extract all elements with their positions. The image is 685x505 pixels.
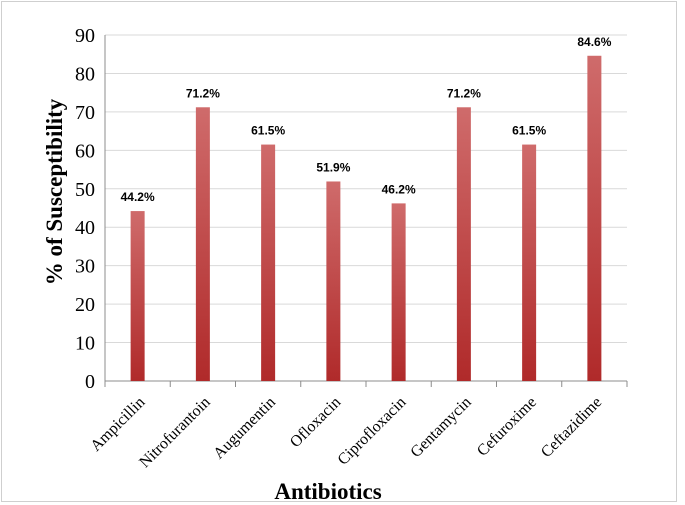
data-label: 61.5%	[512, 124, 546, 138]
y-tick-label: 20	[75, 294, 95, 316]
data-label: 84.6%	[577, 35, 611, 49]
y-tick-label: 10	[75, 333, 95, 355]
data-label: 71.2%	[447, 86, 481, 100]
x-tick-label: Ciprofloxacin	[335, 394, 410, 469]
data-label: 44.2%	[121, 190, 155, 204]
y-tick-label: 80	[75, 63, 95, 85]
bar-augumentin	[261, 144, 276, 381]
x-tick-label: Ofloxacin	[287, 394, 344, 451]
bars	[130, 55, 602, 381]
data-label: 71.2%	[186, 86, 220, 100]
x-tick-label: Cefuroxime	[474, 394, 540, 460]
y-axis-title: % of Susceptibility	[42, 98, 67, 285]
gridlines	[105, 34, 627, 344]
y-tick-label: 50	[75, 179, 95, 201]
data-label: 51.9%	[316, 160, 350, 174]
x-tick-label: Gentamycin	[407, 394, 474, 461]
data-label: 46.2%	[382, 182, 416, 196]
bar-chart: 010203040506070809044.2%Ampicillin71.2%N…	[42, 25, 628, 503]
bar-nitrofurantoin	[195, 107, 210, 381]
x-axis-title: Antibiotics	[274, 479, 381, 503]
bar-ofloxacin	[326, 181, 341, 381]
y-tick-label: 70	[75, 102, 95, 124]
bar-ceftazidime	[587, 55, 602, 381]
y-tick-label: 30	[75, 256, 95, 278]
y-tick-label: 0	[85, 371, 95, 393]
bar-cefuroxime	[522, 144, 537, 381]
y-tick-label: 90	[75, 25, 95, 47]
bar-gentamycin	[456, 107, 471, 381]
y-tick-label: 40	[75, 217, 95, 239]
y-tick-label: 60	[75, 140, 95, 162]
bar-ciprofloxacin	[391, 203, 406, 381]
data-label: 61.5%	[251, 124, 285, 138]
x-tick-label: Augumentin	[210, 394, 279, 463]
x-tick-label: Ampicillin	[87, 394, 148, 455]
bar-ampicillin	[130, 211, 145, 381]
axes	[104, 35, 628, 387]
x-tick-label: Ceftazidime	[538, 394, 605, 461]
